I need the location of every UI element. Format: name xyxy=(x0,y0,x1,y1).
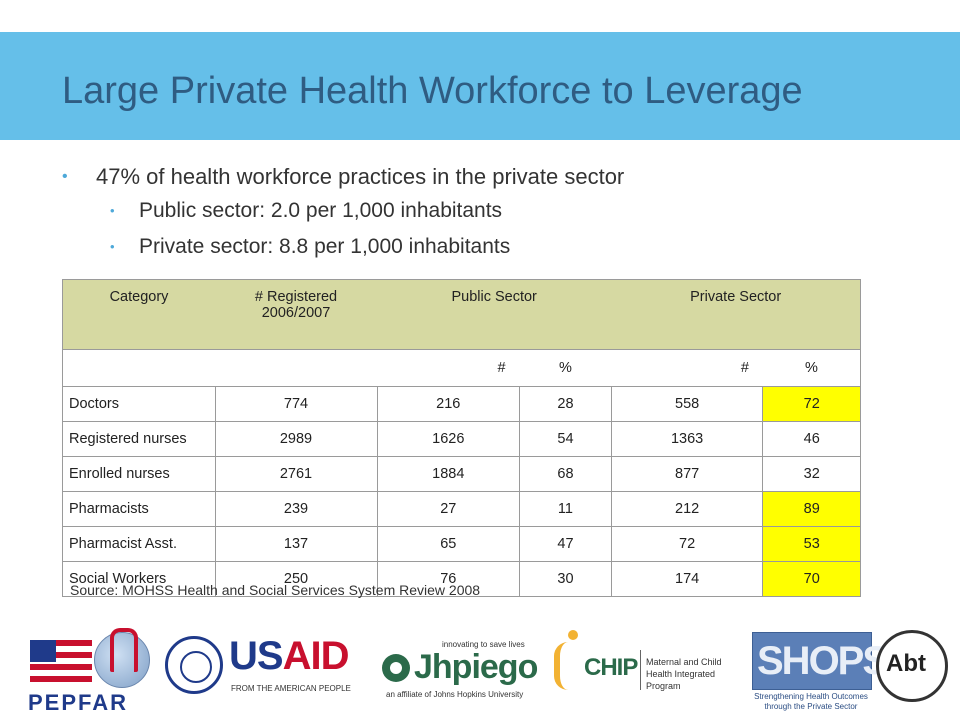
cell-private-count: 72 xyxy=(610,526,764,562)
table-header-row: Category # Registered 2006/2007 Public S… xyxy=(62,279,862,350)
mchip-logo: CHIP Maternal and Child Health Integrate… xyxy=(544,630,744,702)
bullet-dot-icon: • xyxy=(110,203,115,218)
bullet-dot-icon: • xyxy=(62,168,68,185)
jhpiego-tagline: innovating to save lives xyxy=(442,640,525,649)
bullet-dot-icon: • xyxy=(110,239,115,254)
shops-tagline: Strengthening Health Outcomes through th… xyxy=(754,692,868,711)
cell-private-count: 212 xyxy=(610,491,764,527)
mchip-figure-icon xyxy=(550,630,580,694)
title-band xyxy=(0,32,960,140)
jhpiego-wordmark: Jhpiego xyxy=(414,648,538,686)
shops-box: SHOPS xyxy=(752,632,889,690)
pepfar-logo: PEPFAR xyxy=(24,628,154,718)
shops-wordmark: SHOPS xyxy=(757,639,889,683)
usaid-tagline: FROM THE AMERICAN PEOPLE xyxy=(231,684,351,693)
cell-public-count: 1884 xyxy=(376,456,521,492)
cell-category: Social Workers xyxy=(62,561,216,597)
cell-category: Registered nurses xyxy=(62,421,216,457)
cell-public-count: 1626 xyxy=(376,421,521,457)
usaid-seal-icon xyxy=(165,636,223,694)
cell-private-pct: 72 xyxy=(762,386,861,422)
cell-registered: 2989 xyxy=(214,421,378,457)
cell-private-pct: 46 xyxy=(762,421,861,457)
cell-registered: 774 xyxy=(214,386,378,422)
cell-private-pct: 89 xyxy=(762,491,861,527)
abt-logo: Abt xyxy=(872,626,952,706)
cell-public-pct: 28 xyxy=(519,386,612,422)
subheader-private-pct: % xyxy=(762,349,861,387)
cell-public-pct: 30 xyxy=(519,561,612,597)
usaid-wordmark: USAID xyxy=(229,634,349,678)
jhpiego-logo: innovating to save lives Jhpiego an affi… xyxy=(382,640,538,700)
bullet-sub-text: Public sector: 2.0 per 1,000 inhabitants xyxy=(139,199,503,222)
header-public-sector: Public Sector xyxy=(377,279,612,350)
abt-wordmark: Abt xyxy=(886,650,926,677)
workforce-table: Category # Registered 2006/2007 Public S… xyxy=(62,279,862,597)
shops-logo: SHOPS Strengthening Health Outcomes thro… xyxy=(752,632,889,711)
cell-private-count: 174 xyxy=(610,561,764,597)
usaid-logo: USAID FROM THE AMERICAN PEOPLE xyxy=(165,634,365,704)
logo-strip: PEPFAR USAID FROM THE AMERICAN PEOPLE in… xyxy=(0,620,960,720)
bullet-sub-public: • Public sector: 2.0 per 1,000 inhabitan… xyxy=(62,194,922,228)
slide-title: Large Private Health Workforce to Levera… xyxy=(62,70,803,112)
cell-category: Doctors xyxy=(62,386,216,422)
header-private-sector: Private Sector xyxy=(611,279,862,350)
cell-public-count: 65 xyxy=(376,526,521,562)
cell-public-pct: 68 xyxy=(519,456,612,492)
header-category: Category xyxy=(62,279,215,350)
bullet-main: • 47% of health workforce practices in t… xyxy=(62,162,922,192)
cell-registered: 137 xyxy=(214,526,378,562)
table-row: Pharmacists 239 27 11 212 89 xyxy=(62,491,861,527)
cell-private-count: 877 xyxy=(610,456,764,492)
globe-icon xyxy=(94,632,150,688)
cell-category: Pharmacist Asst. xyxy=(62,526,216,562)
bullet-list: • 47% of health workforce practices in t… xyxy=(62,162,922,264)
pepfar-wordmark: PEPFAR xyxy=(28,690,129,715)
cell-public-count: 76 xyxy=(376,561,521,597)
mchip-divider xyxy=(640,650,641,690)
subheader-public-count: # xyxy=(377,349,520,387)
cell-private-pct: 53 xyxy=(762,526,861,562)
table-row: Social Workers 250 76 30 174 70 xyxy=(62,561,861,597)
cell-registered: 250 xyxy=(214,561,378,597)
table-body: Doctors 774 216 28 558 72 Registered nurses 298… xyxy=(62,386,861,597)
table-row: Enrolled nurses 2761 1884 68 877 32 xyxy=(62,456,861,492)
source-note: Source: MOHSS Health and Social Services… xyxy=(70,582,481,598)
mchip-tagline: Maternal and Child Health Integrated Pro… xyxy=(646,657,722,691)
cell-private-count: 1363 xyxy=(610,421,764,457)
bullet-sub-text: Private sector: 8.8 per 1,000 inhabitant… xyxy=(139,235,511,258)
table-subheader-row: # % # % xyxy=(62,349,861,387)
jhpiego-affiliate: an affiliate of Johns Hopkins University xyxy=(386,690,524,699)
mchip-wordmark: CHIP xyxy=(584,654,638,681)
subheader-private-count: # xyxy=(611,349,763,387)
header-registered: # Registered 2006/2007 xyxy=(215,279,377,350)
cell-public-count: 216 xyxy=(376,386,521,422)
cell-category: Pharmacists xyxy=(62,491,216,527)
abt-emblem-icon xyxy=(876,630,948,702)
subheader-empty xyxy=(62,349,215,387)
cell-private-count: 558 xyxy=(610,386,764,422)
cell-public-pct: 54 xyxy=(519,421,612,457)
cell-public-pct: 47 xyxy=(519,526,612,562)
cell-public-pct: 11 xyxy=(519,491,612,527)
bullet-main-text: 47% of health workforce practices in the… xyxy=(96,164,625,189)
jhpiego-mark-icon xyxy=(382,654,410,682)
table-row: Pharmacist Asst. 137 65 47 72 53 xyxy=(62,526,861,562)
us-flag-icon xyxy=(30,640,92,682)
table-row: Doctors 774 216 28 558 72 xyxy=(62,386,861,422)
cell-category: Enrolled nurses xyxy=(62,456,216,492)
subheader-public-pct: % xyxy=(519,349,612,387)
cell-public-count: 27 xyxy=(376,491,521,527)
cell-registered: 2761 xyxy=(214,456,378,492)
header-registered-line1: # Registered xyxy=(254,289,338,305)
table-row: Registered nurses 2989 1626 54 1363 46 xyxy=(62,421,861,457)
bullet-sub-private: • Private sector: 8.8 per 1,000 inhabita… xyxy=(62,230,922,264)
subheader-empty xyxy=(215,349,377,387)
header-registered-line2: 2006/2007 xyxy=(261,305,331,321)
red-ribbon-icon xyxy=(110,628,138,672)
cell-private-pct: 32 xyxy=(762,456,861,492)
cell-private-pct: 70 xyxy=(762,561,861,597)
cell-registered: 239 xyxy=(214,491,378,527)
